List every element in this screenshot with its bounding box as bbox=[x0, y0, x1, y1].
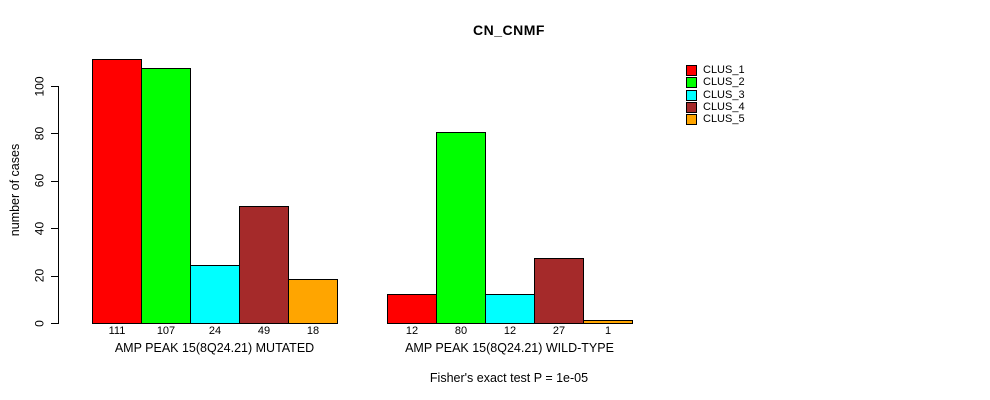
y-axis-tick-label: 60 bbox=[32, 174, 47, 188]
bar-clus_2 bbox=[436, 132, 486, 324]
group-label: AMP PEAK 15(8Q24.21) MUTATED bbox=[114, 341, 315, 355]
legend-swatch-clus_2 bbox=[686, 77, 697, 89]
legend-label: CLUS_5 bbox=[703, 113, 745, 126]
legend-label: CLUS_3 bbox=[703, 88, 745, 101]
fisher-test-annotation: Fisher's exact test P = 1e-05 bbox=[429, 371, 589, 385]
bar-clus_2 bbox=[141, 68, 191, 324]
bar-clus_4 bbox=[239, 205, 289, 324]
bar-value-label: 12 bbox=[503, 324, 517, 337]
bar-clus_3 bbox=[190, 265, 240, 324]
bar-value-label: 24 bbox=[208, 324, 222, 337]
bar-value-label: 12 bbox=[405, 324, 419, 337]
y-axis-line bbox=[58, 86, 59, 324]
y-axis-tick-label: 100 bbox=[32, 75, 47, 97]
y-axis-tick bbox=[51, 180, 58, 182]
bar-clus_5 bbox=[583, 319, 633, 324]
y-axis-tick-label: 40 bbox=[32, 221, 47, 235]
y-axis-tick bbox=[51, 133, 58, 135]
bar-value-label: 27 bbox=[552, 324, 566, 337]
bar-clus_5 bbox=[288, 279, 338, 324]
bar-value-label: 111 bbox=[108, 324, 126, 337]
y-axis-tick bbox=[51, 275, 58, 277]
y-axis-tick bbox=[51, 228, 58, 230]
y-axis-tick bbox=[51, 86, 58, 87]
y-axis-tick-label: 80 bbox=[32, 126, 47, 141]
legend-label: CLUS_2 bbox=[703, 76, 745, 89]
bar-value-label: 80 bbox=[454, 324, 468, 337]
bar-clus_1 bbox=[387, 293, 437, 324]
bar-clus_4 bbox=[534, 258, 584, 324]
chart-title: CN_CNMF bbox=[473, 22, 545, 38]
bar-value-label: 1 bbox=[604, 324, 612, 337]
legend-swatch-clus_3 bbox=[686, 89, 697, 101]
y-axis-tick-label: 0 bbox=[32, 319, 47, 327]
y-axis-tick bbox=[51, 323, 58, 324]
bar-value-label: 49 bbox=[257, 324, 271, 337]
legend-swatch-clus_1 bbox=[686, 65, 697, 76]
legend-swatch-clus_5 bbox=[686, 114, 697, 126]
bar-clus_1 bbox=[92, 58, 142, 324]
legend-label: CLUS_4 bbox=[703, 100, 745, 113]
legend: CLUS_1 CLUS_2 CLUS_3 CLUS_4 CLUS_5 bbox=[686, 64, 816, 135]
bar-clus_3 bbox=[485, 293, 535, 324]
group-label: AMP PEAK 15(8Q24.21) WILD-TYPE bbox=[405, 341, 614, 355]
y-axis-label: number of cases bbox=[8, 143, 22, 237]
bar-value-label: 18 bbox=[306, 324, 320, 337]
legend-label: CLUS_1 bbox=[703, 64, 745, 76]
bar-value-label: 107 bbox=[156, 324, 176, 337]
legend-swatch-clus_4 bbox=[686, 101, 697, 113]
y-axis-tick-label: 20 bbox=[32, 268, 47, 283]
